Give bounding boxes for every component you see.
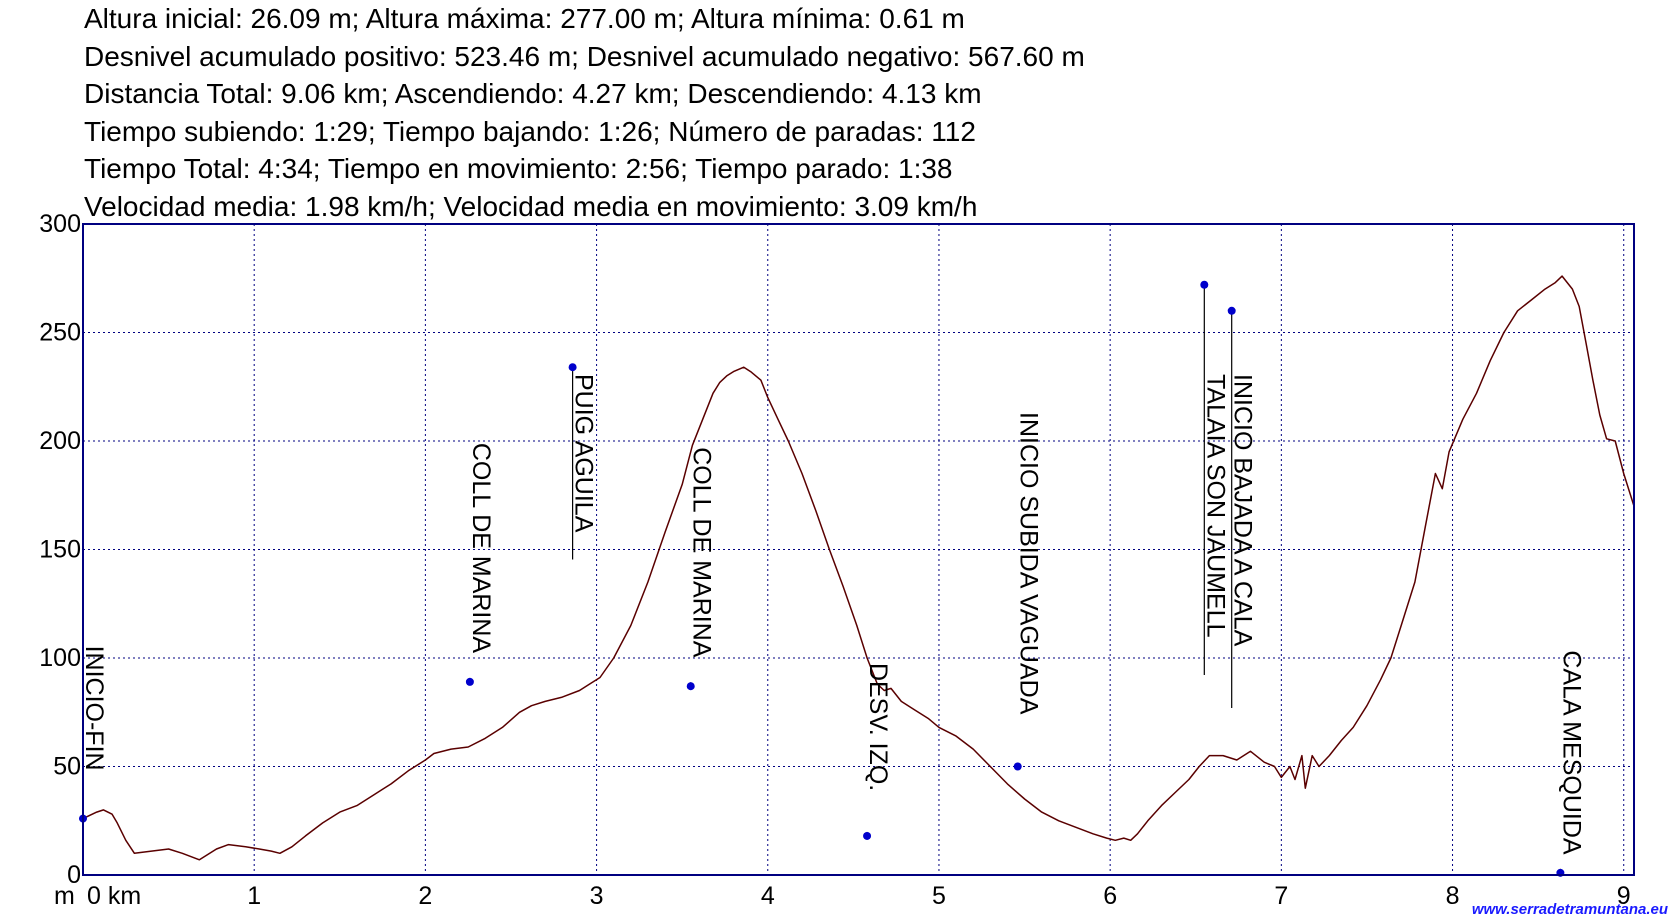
waypoint: COLL DE MARINA (686, 447, 716, 691)
x-tick-label: 9 (1617, 882, 1631, 910)
waypoint-marker (465, 677, 474, 686)
waypoint-marker (1200, 280, 1209, 289)
waypoint-marker (686, 682, 695, 691)
waypoint-label: COLL DE MARINA (688, 447, 716, 658)
stats-line-climb-time: Tiempo subiendo: 1:29; Tiempo bajando: 1… (84, 115, 976, 147)
stats-line-speed: Velocidad media: 1.98 km/h; Velocidad me… (84, 190, 978, 222)
x-tick-label: 6 (1103, 882, 1117, 910)
waypoint-label: COLL DE MARINA (467, 443, 495, 654)
stats-line-total-time: Tiempo Total: 4:34; Tiempo en movimiento… (84, 153, 953, 185)
stats-line-ascent-descent: Desnivel acumulado positivo: 523.46 m; D… (84, 40, 1085, 72)
x-tick-label: 2 (418, 882, 432, 910)
waypoint-label: INICIO-FIN (80, 646, 108, 771)
waypoint-label: DESV. IZQ. (864, 663, 892, 791)
waypoint: TALAIA SON JAUMELL (1200, 280, 1229, 675)
waypoint-layer: INICIO-FIN COLL DE MARINA PUIG AGUILA COLL … (79, 280, 1585, 877)
x-tick-label: 5 (932, 882, 946, 910)
x-tick-label: 8 (1446, 882, 1460, 910)
waypoint: PUIG AGUILA (568, 363, 598, 560)
y-tick-label: 200 (39, 427, 81, 455)
axis-labels: 0 50 100 150 200 250 300 0 km 1 2 3 4 5 6 7 8 9 m (39, 210, 1630, 910)
y-tick-label: 150 (39, 536, 81, 564)
y-tick-label: 100 (39, 644, 81, 672)
waypoint: COLL DE MARINA (465, 443, 495, 686)
y-tick-label: 50 (53, 753, 81, 781)
waypoint-marker (568, 363, 577, 372)
waypoint-label: INICIO BAJADA A CALA (1229, 374, 1257, 647)
waypoint-label: CALA MESQUIDA (1557, 650, 1585, 855)
waypoint-label: INICIO SUBIDA VAGUADA (1015, 412, 1043, 715)
x-tick-label: 7 (1274, 882, 1288, 910)
x-tick-label: 0 km (87, 882, 141, 910)
plot-frame (82, 223, 1635, 876)
y-tick-label: 250 (39, 319, 81, 347)
elevation-line (82, 275, 1635, 861)
profile-layer (82, 275, 1635, 861)
waypoint-label: PUIG AGUILA (570, 374, 598, 533)
x-tick-label: 3 (590, 882, 604, 910)
waypoint: DESV. IZQ. (863, 663, 892, 840)
waypoint: INICIO BAJADA A CALA (1227, 306, 1257, 708)
waypoint-label: TALAIA SON JAUMELL (1201, 374, 1229, 638)
waypoint-marker (1013, 762, 1022, 771)
waypoint-marker (863, 831, 872, 840)
stats-line-elevation: Altura inicial: 26.09 m; Altura máxima: … (84, 3, 965, 34)
waypoint-marker (1227, 306, 1236, 315)
site-watermark: www.serradetramuntana.eu (1471, 901, 1668, 918)
stats-line-distance: Distancia Total: 9.06 km; Ascendiendo: 4… (84, 78, 982, 110)
y-axis-unit: m (54, 882, 75, 910)
waypoint: CALA MESQUIDA (1556, 650, 1585, 877)
waypoint: INICIO-FIN (79, 646, 108, 823)
route-stats: Altura inicial: 26.09 m; Altura máxima: … (84, 0, 1085, 226)
x-tick-label: 4 (761, 882, 775, 910)
chart-grid (83, 224, 1634, 875)
waypoint: INICIO SUBIDA VAGUADA (1013, 412, 1043, 771)
x-tick-label: 1 (247, 882, 261, 910)
y-tick-label: 0 (67, 861, 81, 889)
y-tick-label: 300 (39, 210, 81, 238)
